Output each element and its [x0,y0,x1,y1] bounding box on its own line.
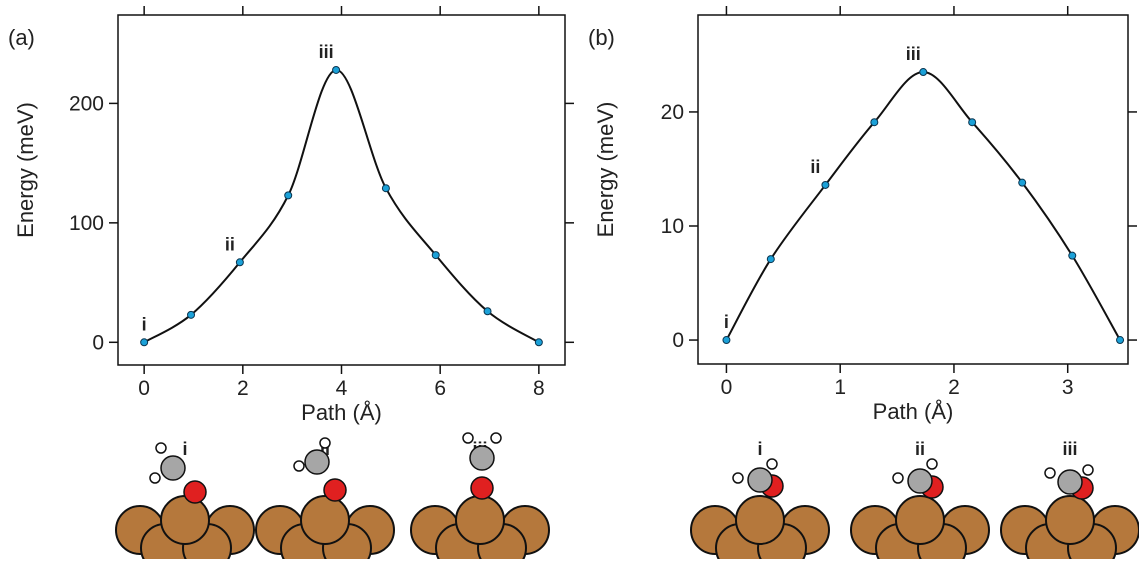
data-point [968,118,977,127]
c-atom [304,449,330,475]
data-point [919,68,928,77]
structure [255,437,395,564]
data-point [381,184,390,193]
structure-label: ii [320,439,330,459]
data-point [483,307,492,316]
x-tick-label: 0 [721,376,733,399]
energy-curve [725,71,1121,341]
structure [1000,464,1139,564]
h-atom [490,432,502,444]
y-axis-title: Energy (meV) [13,102,38,238]
cu-atom [160,495,210,545]
o-atom [470,476,494,500]
structure [690,458,830,564]
point-label: ii [225,234,235,254]
plot-frame [697,14,1129,365]
panel-label: (a) [8,25,35,50]
x-tick-label: 6 [434,377,446,400]
o-atom [183,480,207,504]
structure-label: i [757,439,762,459]
h-atom [155,442,167,454]
point-label: i [142,314,147,334]
c-atom [907,468,933,494]
x-tick-label: 8 [533,377,545,400]
point-label: i [724,312,729,332]
y-tick-label: 100 [69,212,104,235]
panel-label: (b) [588,25,615,50]
h-atom [926,458,938,470]
structure [410,432,550,564]
data-point [722,336,731,345]
data-point [187,310,196,319]
o-atom [323,478,347,502]
c-atom [1057,469,1083,495]
c-atom [469,445,495,471]
y-axis-title: Energy (meV) [593,102,618,238]
y-tick-label: 200 [69,92,104,115]
data-point [1068,251,1077,260]
x-tick-label: 4 [336,377,348,400]
structure [850,458,990,564]
h-atom [892,472,904,484]
data-point [431,251,440,260]
y-tick-label: 10 [661,215,684,238]
x-tick-label: 2 [237,377,249,400]
cu-atom [735,495,785,545]
x-tick-label: 1 [834,376,846,399]
data-point [332,65,341,74]
point-label: iii [906,44,921,64]
structure-label: i [182,439,187,459]
h-atom [319,437,331,449]
h-atom [462,432,474,444]
c-atom [160,455,186,481]
h-atom [293,460,305,472]
data-point [870,118,879,127]
cu-atom [895,495,945,545]
structure-label: ii [915,439,925,459]
data-point [284,191,293,200]
data-point [1116,336,1125,345]
structure [115,442,255,564]
x-tick-label: 0 [138,377,150,400]
data-point [235,258,244,267]
point-label: ii [810,157,820,177]
x-axis-title: Path (Å) [301,400,382,425]
x-tick-label: 3 [1062,376,1074,399]
energy-curve [143,68,540,344]
data-point [140,338,149,347]
y-tick-label: 0 [672,329,684,352]
y-tick-label: 0 [92,331,104,354]
point-label: iii [319,42,334,62]
h-atom [1044,467,1056,479]
data-point [1018,178,1027,187]
y-tick-label: 20 [661,101,684,124]
cu-atom [455,495,505,545]
data-point [766,255,775,264]
structure-label: iii [1062,439,1077,459]
plot-frame [117,14,566,366]
h-atom [149,472,161,484]
data-point [821,180,830,189]
data-point [534,338,543,347]
x-tick-label: 2 [948,376,960,399]
c-atom [747,467,773,493]
x-axis-title: Path (Å) [873,399,954,424]
h-atom [732,472,744,484]
cu-atom [1045,495,1095,545]
h-atom [1082,464,1094,476]
h-atom [766,458,778,470]
cu-atom [300,495,350,545]
